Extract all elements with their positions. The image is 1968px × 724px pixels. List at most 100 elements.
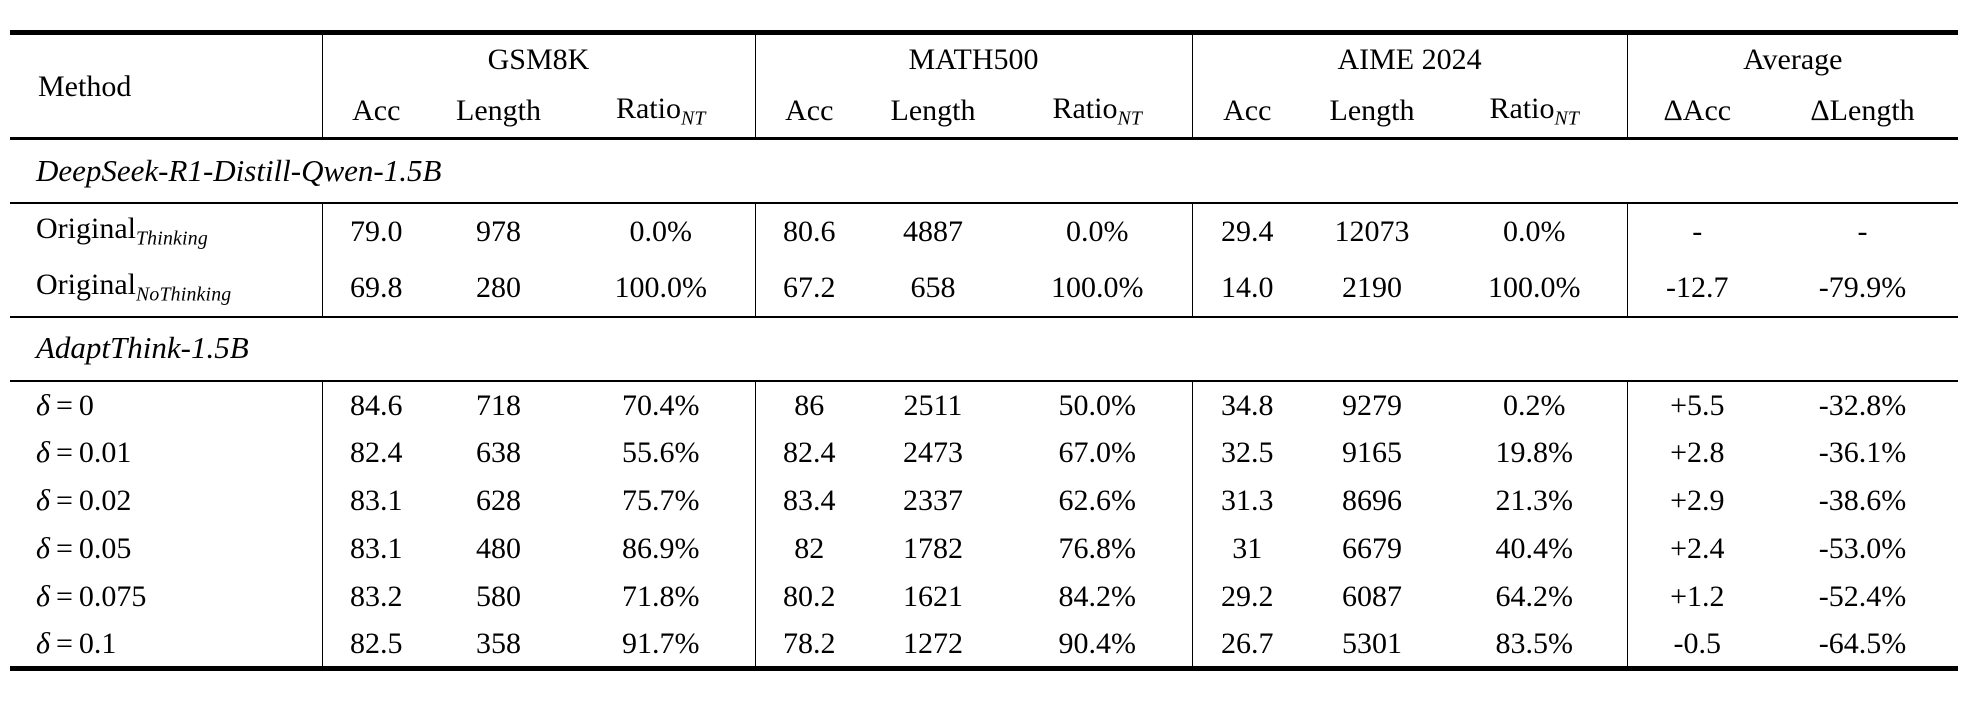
cell-gsm8k-acc: 79.0 bbox=[321, 202, 430, 260]
group-header-aime2024: AIME 2024 bbox=[1191, 32, 1628, 85]
cell-math500-rationt: 0.0% bbox=[1066, 215, 1129, 248]
section-title: AdaptThink-1.5B bbox=[10, 315, 1959, 382]
cell-aime-2024-rationt: 40.4% bbox=[1495, 532, 1574, 565]
cell-average-length: -64.5% bbox=[1818, 626, 1907, 660]
method-subscript: NoThinking bbox=[135, 283, 232, 306]
col-header-label: Length bbox=[890, 94, 976, 128]
cell-aime-2024-length: 12073 bbox=[1334, 215, 1410, 248]
col-header-aime-2024-length: Length bbox=[1302, 84, 1442, 140]
cell-math500-rationt: 76.8% bbox=[1058, 532, 1137, 565]
cell-average-acc: -12.7 bbox=[1626, 259, 1768, 317]
cell-math500-acc: 83.4 bbox=[754, 476, 863, 525]
cell-math500-acc: 78.2 bbox=[754, 620, 863, 669]
cell-gsm8k-length: 358 bbox=[476, 626, 521, 660]
cell-aime-2024-rationt: 100.0% bbox=[1488, 271, 1581, 304]
section-row-deepseek-r1-distill-qwen-1-5b: DeepSeek-R1-Distill-Qwen-1.5B bbox=[10, 137, 1959, 204]
cell-gsm8k-rationt: 100.0% bbox=[614, 271, 708, 304]
col-header-average-length: ΔLength bbox=[1767, 84, 1959, 140]
table-row: δ = 0.02 83.1 628 75.7% 83.4 2337 62.6% 31.3 869… bbox=[10, 476, 1958, 525]
cell-aime-2024-acc: 29.2 bbox=[1191, 572, 1302, 621]
col-header-label: Acc bbox=[785, 94, 834, 128]
cell-aime-2024-acc: 32.5 bbox=[1191, 428, 1302, 477]
cell-math500-length: 1782 bbox=[903, 532, 963, 565]
col-header-aime-2024-acc: Acc bbox=[1191, 84, 1302, 140]
cell-math500-acc: 67.2 bbox=[754, 259, 863, 317]
group-header-gsm8k: GSM8K bbox=[321, 32, 755, 85]
col-header-label: Ratio bbox=[1489, 91, 1555, 125]
delta-symbol: δ bbox=[36, 436, 50, 469]
cell-math500-length: 658 bbox=[910, 271, 956, 304]
cell-math500-rationt: 67.0% bbox=[1058, 436, 1137, 469]
delta-symbol: δ bbox=[36, 580, 50, 613]
cell-gsm8k-length: 480 bbox=[476, 532, 521, 565]
table-row: δ = 0.075 83.2 580 71.8% 80.2 1621 84.2% 29.2 60… bbox=[10, 572, 1958, 621]
cell-math500-rationt: 84.2% bbox=[1058, 580, 1137, 613]
cell-math500-rationt: 62.6% bbox=[1058, 484, 1137, 517]
cell-math500-length: 2511 bbox=[903, 388, 963, 422]
cell-math500-length: 2473 bbox=[903, 436, 963, 469]
header-sub-row: Acc Length RatioNT Acc Length RatioNT Acc Lengt… bbox=[10, 84, 1959, 140]
group-header-math500: MATH500 bbox=[754, 32, 1192, 85]
table-row: OriginalNoThinking 69.8 280 100.0% 67.2 658 10… bbox=[10, 259, 1958, 317]
cell-aime-2024-rationt: 21.3% bbox=[1495, 484, 1574, 517]
cell-aime-2024-rationt: 0.2% bbox=[1503, 388, 1566, 422]
cell-average-acc: +5.5 bbox=[1626, 380, 1768, 429]
cell-math500-rationt: 100.0% bbox=[1051, 271, 1144, 304]
group-header-average: Average bbox=[1626, 32, 1959, 85]
method-subscript: Thinking bbox=[135, 227, 208, 250]
table-body: DeepSeek-R1-Distill-Qwen-1.5B OriginalThi… bbox=[10, 137, 1959, 669]
cell-aime-2024-acc: 26.7 bbox=[1191, 620, 1302, 669]
method-label: OriginalNoThinking bbox=[36, 268, 232, 306]
col-header-gsm8k-acc: Acc bbox=[321, 84, 430, 140]
cell-gsm8k-rationt: 86.9% bbox=[622, 532, 700, 565]
col-header-method: Method bbox=[10, 32, 322, 140]
delta-symbol: δ bbox=[36, 626, 50, 660]
col-header-label: Length bbox=[1329, 94, 1415, 128]
col-header-math500-acc: Acc bbox=[754, 84, 863, 140]
cell-gsm8k-rationt: 71.8% bbox=[622, 580, 700, 613]
cell-gsm8k-length: 628 bbox=[476, 484, 521, 517]
cell-aime-2024-length: 9165 bbox=[1342, 436, 1402, 469]
col-header-label: ΔLength bbox=[1810, 94, 1915, 128]
cell-average-acc: - bbox=[1626, 202, 1768, 260]
cell-aime-2024-length: 9279 bbox=[1342, 388, 1402, 422]
method-label: δ = 0.05 bbox=[36, 532, 132, 565]
cell-gsm8k-acc: 82.5 bbox=[321, 620, 430, 669]
cell-average-length: -79.9% bbox=[1818, 271, 1907, 304]
cell-aime-2024-rationt: 0.0% bbox=[1503, 215, 1566, 248]
col-header-subscript: NT bbox=[680, 107, 706, 130]
cell-gsm8k-acc: 69.8 bbox=[321, 259, 430, 317]
cell-math500-length: 2337 bbox=[903, 484, 963, 517]
cell-gsm8k-rationt: 75.7% bbox=[622, 484, 700, 517]
cell-aime-2024-length: 2190 bbox=[1342, 271, 1402, 304]
delta-symbol: δ bbox=[36, 484, 50, 517]
delta-symbol: δ bbox=[36, 532, 50, 565]
col-header-average-acc: ΔAcc bbox=[1626, 84, 1768, 140]
cell-gsm8k-acc: 83.1 bbox=[321, 524, 430, 573]
cell-average-acc: +1.2 bbox=[1626, 572, 1768, 621]
cell-gsm8k-acc: 83.1 bbox=[321, 476, 430, 525]
cell-average-length: -32.8% bbox=[1818, 388, 1907, 422]
cell-aime-2024-rationt: 83.5% bbox=[1495, 626, 1574, 660]
col-header-gsm8k-rationt: RatioNT bbox=[567, 84, 755, 140]
cell-gsm8k-rationt: 0.0% bbox=[629, 215, 693, 248]
cell-gsm8k-rationt: 55.6% bbox=[622, 436, 700, 469]
cell-math500-acc: 80.6 bbox=[754, 202, 863, 260]
method-label: δ = 0.075 bbox=[36, 580, 147, 613]
col-header-subscript: NT bbox=[1117, 107, 1143, 130]
cell-gsm8k-length: 280 bbox=[476, 271, 521, 304]
cell-aime-2024-acc: 34.8 bbox=[1191, 380, 1302, 429]
col-header-label: Acc bbox=[1223, 94, 1272, 128]
col-header-math500-rationt: RatioNT bbox=[1003, 84, 1192, 140]
cell-gsm8k-length: 718 bbox=[476, 388, 521, 422]
col-header-subscript: NT bbox=[1554, 107, 1580, 130]
cell-average-acc: +2.4 bbox=[1626, 524, 1768, 573]
cell-math500-acc: 80.2 bbox=[754, 572, 863, 621]
cell-average-length: -36.1% bbox=[1818, 436, 1907, 469]
cell-math500-length: 4887 bbox=[903, 215, 963, 248]
cell-aime-2024-length: 5301 bbox=[1342, 626, 1402, 660]
cell-average-acc: -0.5 bbox=[1626, 620, 1768, 669]
cell-average-length: -53.0% bbox=[1818, 532, 1907, 565]
method-label: OriginalThinking bbox=[36, 212, 208, 250]
cell-gsm8k-length: 978 bbox=[476, 215, 521, 248]
